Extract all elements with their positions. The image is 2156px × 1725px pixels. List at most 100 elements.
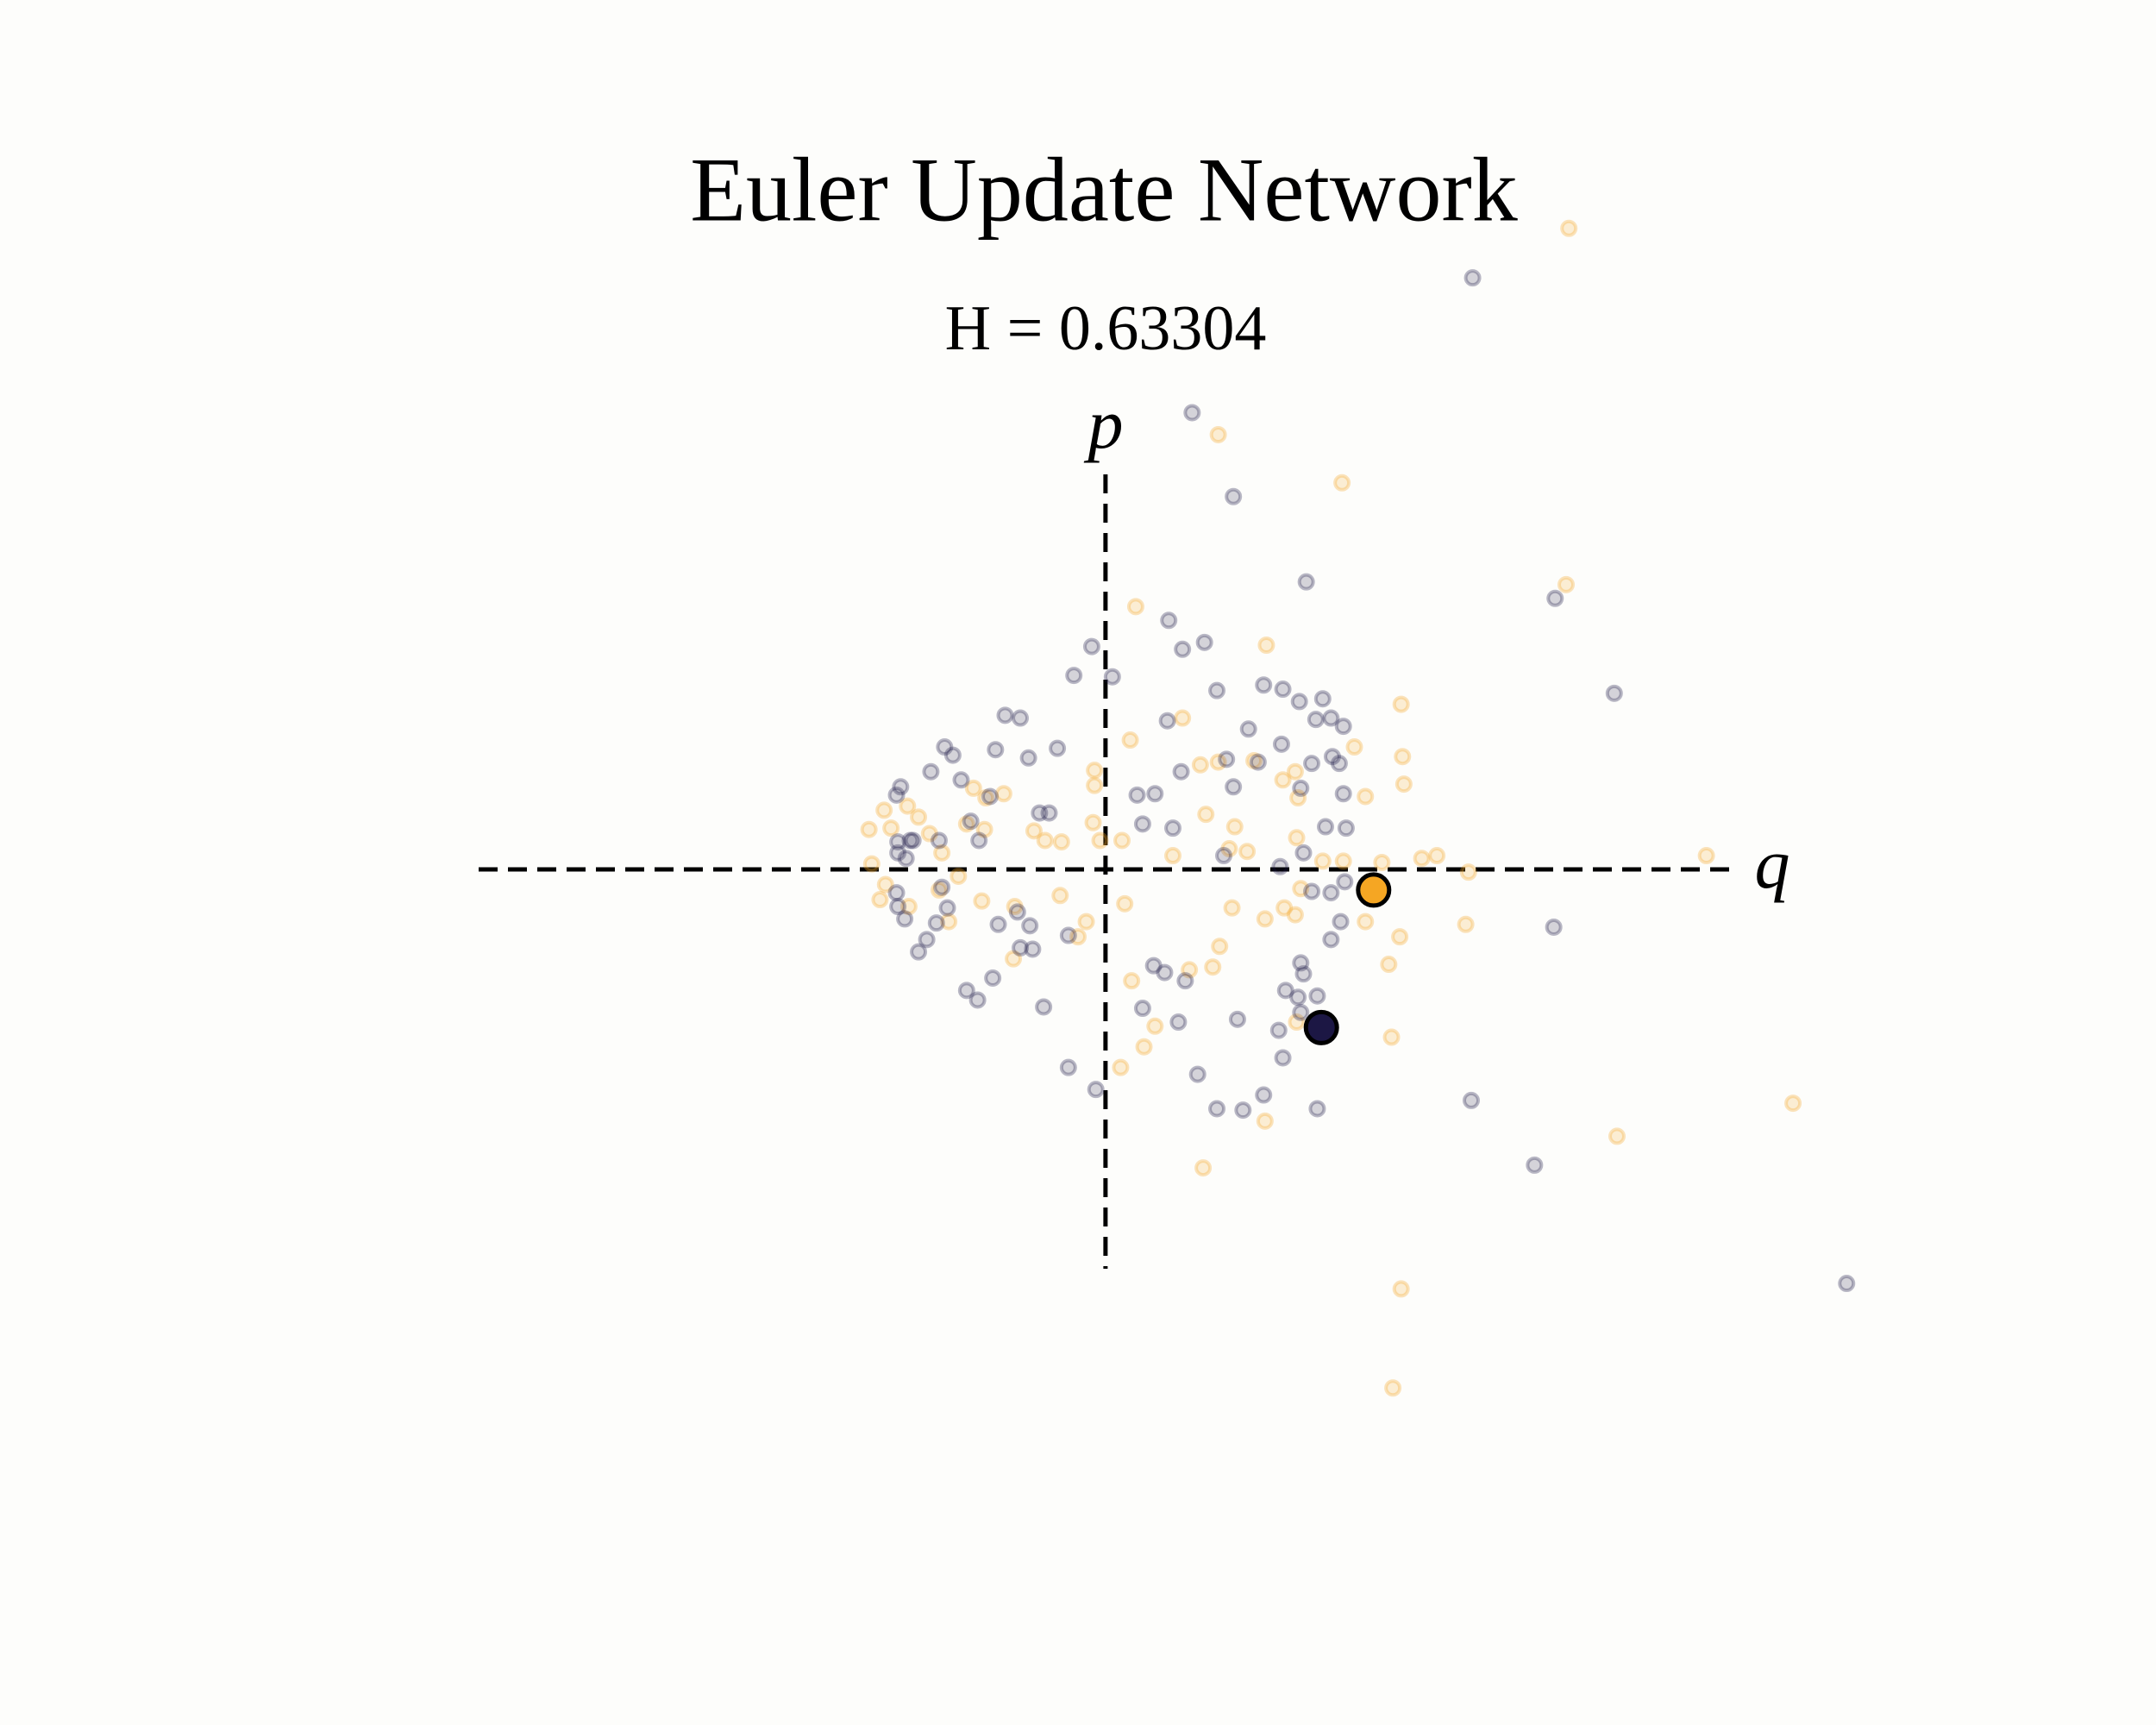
point: [1234, 1101, 1252, 1120]
point: [1245, 751, 1263, 769]
point: [1116, 894, 1134, 913]
point: [1225, 818, 1244, 836]
point: [1225, 778, 1243, 796]
point: [1313, 852, 1332, 870]
point: [1428, 847, 1446, 865]
point: [1336, 873, 1354, 891]
point: [1225, 487, 1243, 505]
highlight-point: [1356, 872, 1392, 908]
point: [936, 738, 954, 756]
point: [918, 931, 936, 949]
point: [1123, 972, 1141, 990]
point: [1256, 1112, 1274, 1130]
point: [1313, 690, 1332, 708]
point: [1294, 965, 1313, 983]
y-axis-label: p: [1084, 385, 1124, 463]
point: [1082, 637, 1100, 656]
point: [1091, 831, 1109, 850]
point: [1392, 695, 1410, 713]
point: [1204, 958, 1222, 976]
point: [1121, 731, 1139, 750]
point: [1457, 915, 1475, 933]
point: [1133, 1000, 1151, 1018]
point: [940, 913, 958, 931]
point: [989, 915, 1007, 933]
point: [1133, 815, 1151, 833]
point: [1164, 819, 1182, 837]
point: [1211, 938, 1229, 956]
point: [1382, 1028, 1401, 1046]
point: [1209, 425, 1227, 443]
point: [1289, 988, 1307, 1007]
point: [1031, 804, 1049, 822]
point: [1146, 1017, 1164, 1035]
point: [1156, 963, 1174, 982]
point: [1040, 804, 1058, 822]
point: [981, 787, 999, 806]
point: [882, 819, 900, 837]
point: [1084, 813, 1102, 831]
point: [1183, 404, 1201, 422]
point: [1174, 709, 1192, 727]
point: [1308, 1100, 1326, 1118]
point: [1330, 755, 1348, 773]
point: [1255, 1086, 1273, 1104]
point: [875, 801, 893, 819]
point: [1249, 753, 1267, 771]
point: [1113, 831, 1131, 850]
point: [1373, 854, 1391, 871]
point: [1323, 748, 1341, 766]
point: [922, 762, 940, 781]
point: [1557, 575, 1576, 593]
point: [996, 706, 1014, 724]
point: [1290, 693, 1308, 711]
point: [1292, 1003, 1310, 1021]
point: [1087, 1081, 1105, 1099]
point: [962, 812, 980, 831]
point: [1334, 785, 1352, 803]
point: [1035, 998, 1053, 1016]
point: [1024, 940, 1042, 958]
point: [1394, 748, 1412, 766]
point: [1257, 637, 1275, 655]
point: [1223, 899, 1241, 917]
point: [1051, 887, 1069, 905]
point: [1292, 779, 1310, 797]
point: [987, 741, 1005, 759]
point: [1012, 938, 1030, 957]
point: [897, 850, 915, 868]
point: [889, 898, 907, 916]
point: [901, 831, 919, 850]
point: [1334, 718, 1352, 736]
point: [1271, 857, 1289, 875]
point: [876, 875, 894, 894]
point: [1077, 913, 1095, 931]
point: [1160, 612, 1178, 630]
point: [1274, 771, 1292, 789]
point: [1086, 762, 1104, 780]
point: [1357, 787, 1375, 806]
point: [1103, 668, 1121, 686]
point: [1605, 684, 1623, 702]
point: [1065, 667, 1083, 685]
point: [1560, 219, 1578, 237]
point: [964, 779, 982, 797]
point: [1197, 806, 1215, 824]
point: [1784, 1095, 1802, 1113]
point: [1308, 987, 1326, 1005]
point: [896, 910, 914, 928]
point: [1164, 847, 1182, 865]
point: [1297, 573, 1315, 591]
point: [1275, 899, 1294, 917]
point: [1322, 884, 1340, 902]
point: [1239, 720, 1257, 738]
point: [1181, 961, 1199, 979]
point: [975, 820, 993, 838]
point: [1195, 633, 1213, 651]
point: [950, 867, 968, 885]
point: [1288, 829, 1306, 847]
point: [930, 831, 948, 850]
point: [957, 815, 975, 833]
point: [1838, 1275, 1856, 1293]
